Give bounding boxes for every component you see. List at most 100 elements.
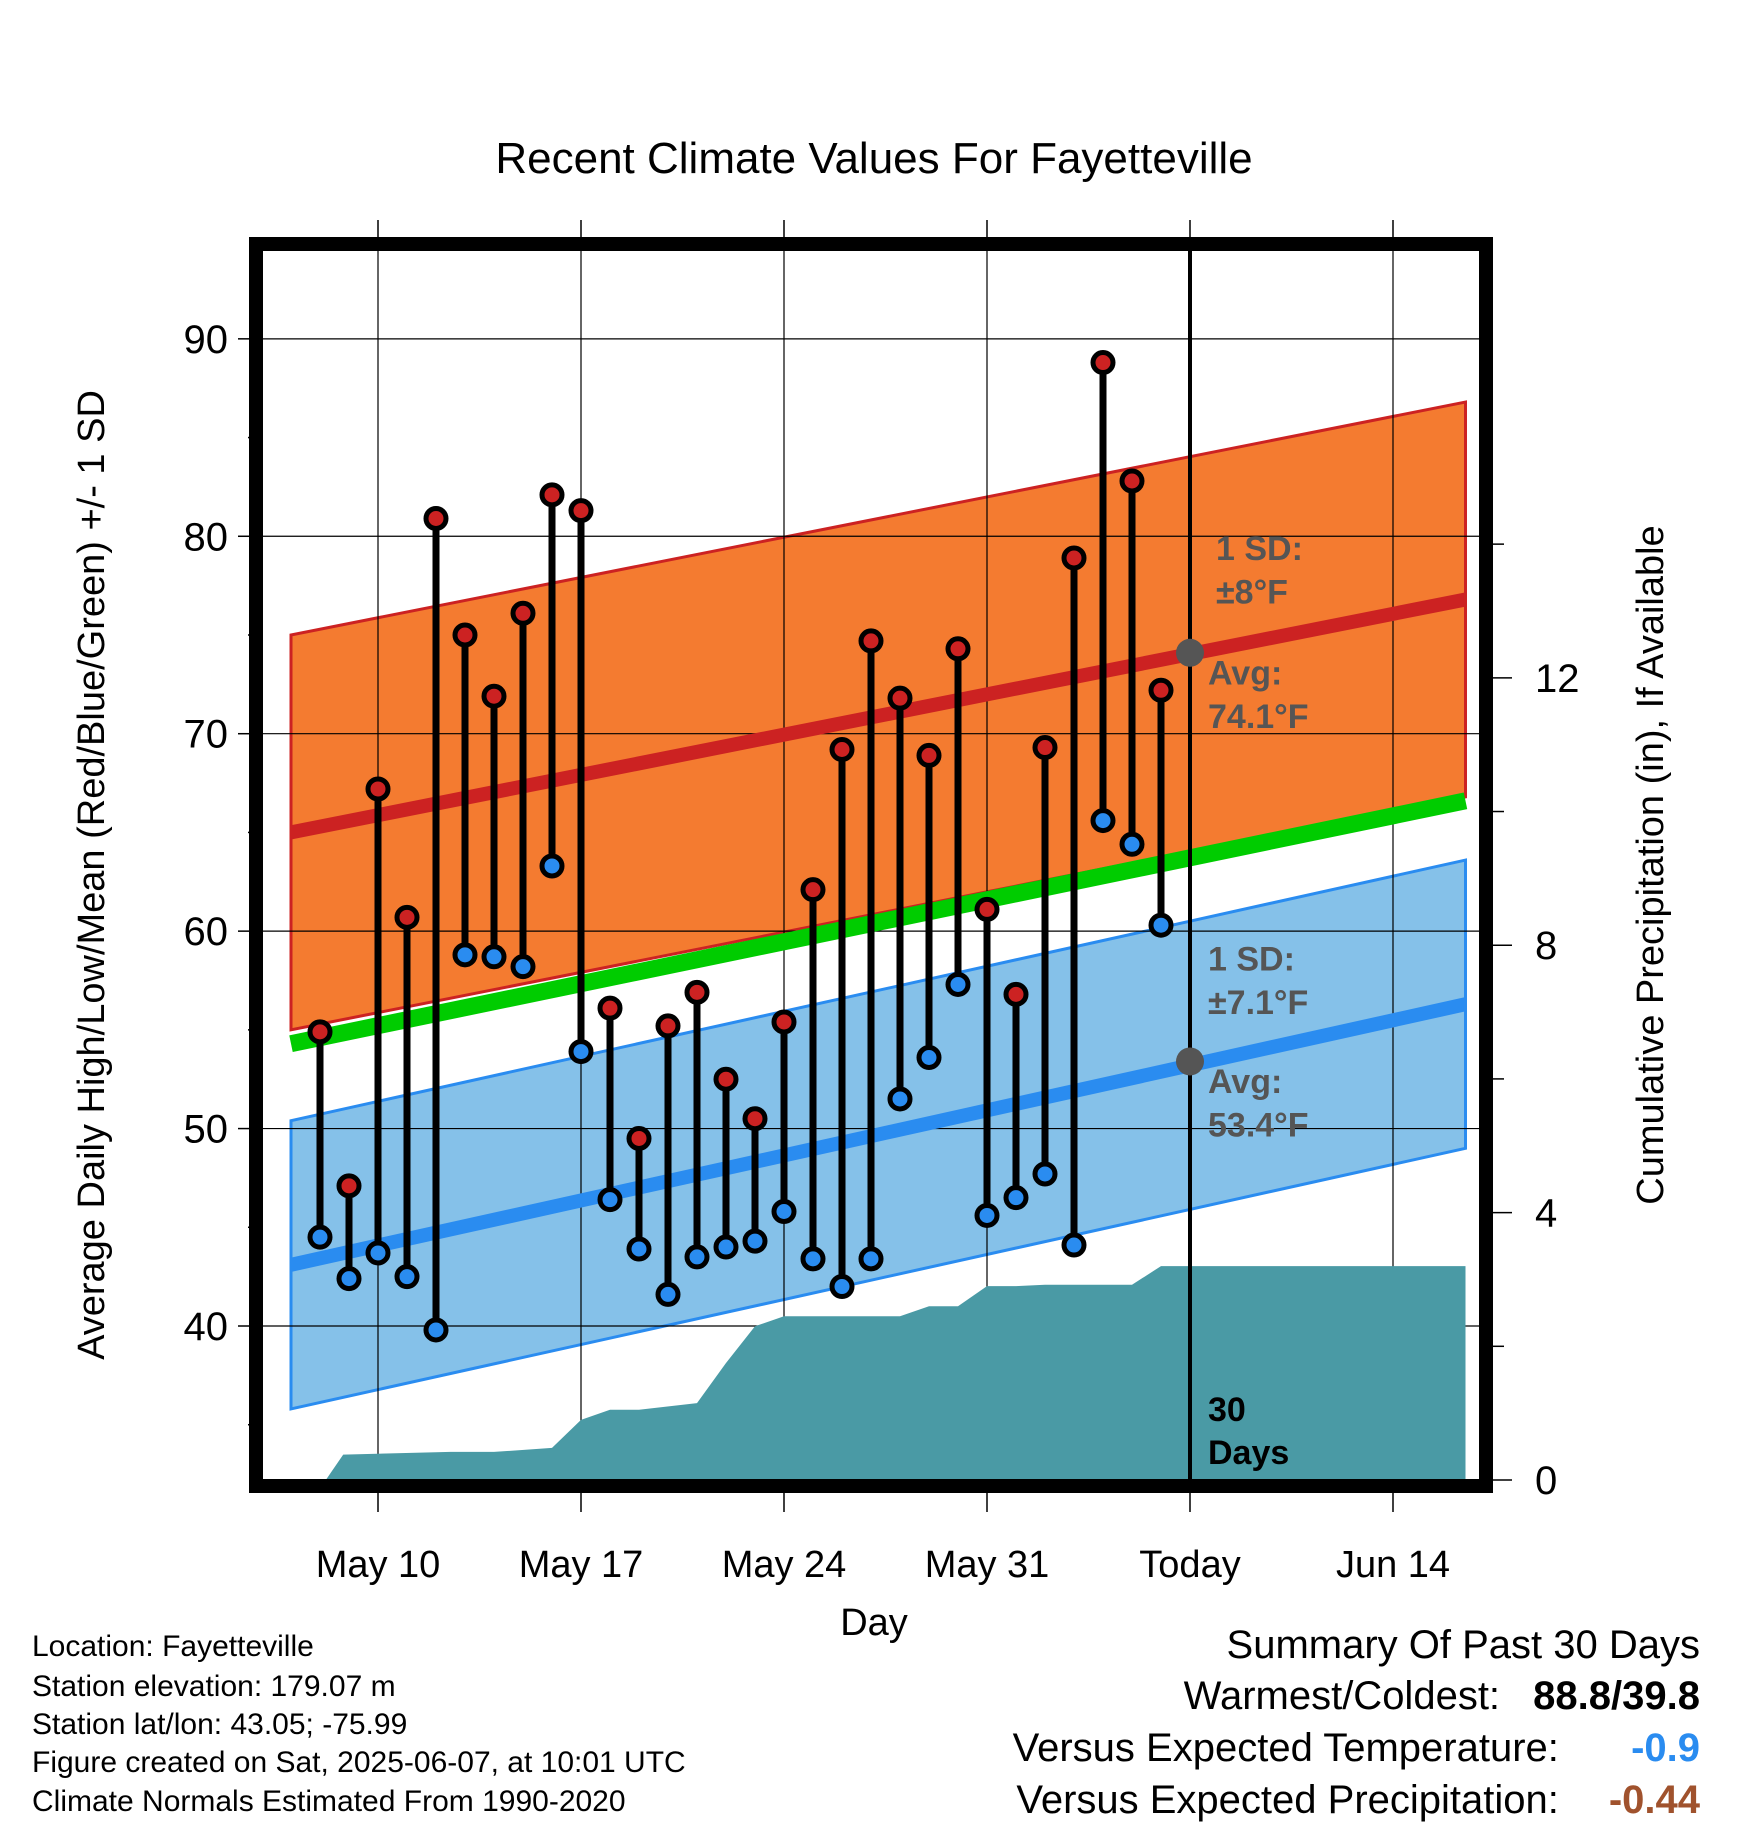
x-tick-label: May 10 [316,1544,441,1586]
daily-low-point [945,971,971,997]
daily-low-point [510,954,536,980]
x-tick-label: May 17 [519,1544,644,1586]
daily-low-point [307,1224,333,1250]
daily-low-point [452,942,478,968]
x-tick-label: May 24 [722,1544,847,1586]
low-avg-label: Avg: [1208,1063,1282,1101]
daily-high-point [945,636,971,662]
daily-high-point [1090,350,1116,376]
summary-warmest-coldest: Warmest/Coldest: 88.8/39.8 [1184,1674,1700,1719]
daily-low-point [858,1246,884,1272]
daily-low-point [423,1317,449,1343]
daily-high-point [394,904,420,930]
y2-axis-label: Cumulative Precipitation (in), If Availa… [1630,525,1672,1204]
daily-low-point [713,1234,739,1260]
plot-area: 1 SD: ±8°F Avg: 74.1°F 1 SD: ±7.1°F Avg: 53.4°F… [262,250,1480,1480]
daily-low-point [1061,1232,1087,1258]
daily-high-point [713,1066,739,1092]
daily-low-point [365,1240,391,1266]
daily-low-point [568,1039,594,1065]
daily-low-point [800,1246,826,1272]
normal-low-line [289,997,1468,1272]
daily-low-point [1148,912,1174,938]
daily-low-point [771,1198,797,1224]
daily-low-point [684,1244,710,1270]
y2-tick-label: 4 [1535,1192,1557,1236]
daily-high-point [829,737,855,763]
normal-mean-line [289,792,1468,1052]
daily-high-point [452,622,478,648]
daily-high-point [423,506,449,532]
daily-low-point [394,1264,420,1290]
daily-low-point [597,1187,623,1213]
window-label-number: 30 [1208,1391,1246,1429]
low-avg-value: 53.4°F [1208,1106,1309,1144]
high-sd-label: 1 SD: [1216,530,1303,568]
info-created: Figure created on Sat, 2025-06-07, at 10… [32,1746,686,1779]
daily-low-point [829,1274,855,1300]
window-label-days: Days [1208,1434,1289,1472]
daily-high-point [800,877,826,903]
daily-low-point [626,1236,652,1262]
y2-tick-label: 0 [1535,1459,1557,1503]
daily-high-point [1003,981,1029,1007]
y2-tick-label: 8 [1535,924,1557,968]
daily-low-point [1003,1185,1029,1211]
summary-precip-departure: Versus Expected Precipitation: -0.44 [1016,1778,1700,1823]
high-avg-marker [1176,638,1204,667]
daily-low-point [974,1202,1000,1228]
low-sd-value: ±7.1°F [1208,984,1308,1022]
daily-high-point [336,1173,362,1199]
daily-low-point [1032,1161,1058,1187]
daily-high-point [307,1019,333,1045]
summary-temp-departure: Versus Expected Temperature: -0.9 [1013,1726,1700,1771]
daily-high-point [858,628,884,654]
info-location: Location: Fayetteville [32,1630,314,1663]
chart-title: Recent Climate Values For Fayetteville [495,134,1252,183]
daily-high-point [568,498,594,524]
high-avg-value: 74.1°F [1208,698,1309,736]
x-tick-label: Today [1139,1544,1240,1586]
daily-low-point [481,944,507,970]
daily-low-point [916,1044,942,1070]
summary-temp-value: -0.9 [1631,1726,1700,1770]
daily-high-point [655,1013,681,1039]
daily-high-point [742,1106,768,1132]
y-tick-label: 60 [184,910,229,954]
daily-low-point [887,1086,913,1112]
summary-precip-value: -0.44 [1608,1778,1700,1822]
x-axis-label: Day [840,1602,908,1644]
daily-high-point [626,1125,652,1151]
info-normals: Climate Normals Estimated From 1990-2020 [32,1785,626,1818]
daily-high-point [1119,468,1145,494]
y-tick-label: 50 [184,1108,229,1152]
precip-area [291,1266,1466,1480]
daily-low-point [539,853,565,879]
summary-warm-value: 88.8/39.8 [1533,1674,1700,1718]
daily-high-point [684,979,710,1005]
daily-high-point [771,1009,797,1035]
x-tick-label: Jun 14 [1336,1544,1450,1586]
high-sd-value: ±8°F [1216,573,1288,611]
low-avg-marker [1176,1047,1204,1076]
daily-high-point [974,896,1000,922]
daily-high-point [1032,735,1058,761]
daily-high-point [539,482,565,508]
summary-title: Summary Of Past 30 Days [1226,1623,1700,1667]
high-avg-label: Avg: [1208,654,1282,692]
daily-low-point [336,1266,362,1292]
daily-high-point [365,776,391,802]
daily-high-point [916,742,942,768]
daily-low-point [655,1281,681,1307]
daily-high-point [1148,677,1174,703]
summary-temp-label: Versus Expected Temperature: [1012,1726,1559,1770]
info-elevation: Station elevation: 179.07 m [32,1670,396,1703]
normal-high-line [289,592,1467,840]
daily-high-point [510,600,536,626]
y-tick-label: 70 [184,713,229,757]
daily-low-point [742,1228,768,1254]
info-latlon: Station lat/lon: 43.05; -75.99 [32,1708,408,1741]
daily-high-point [597,995,623,1021]
daily-high-point [1061,545,1087,571]
